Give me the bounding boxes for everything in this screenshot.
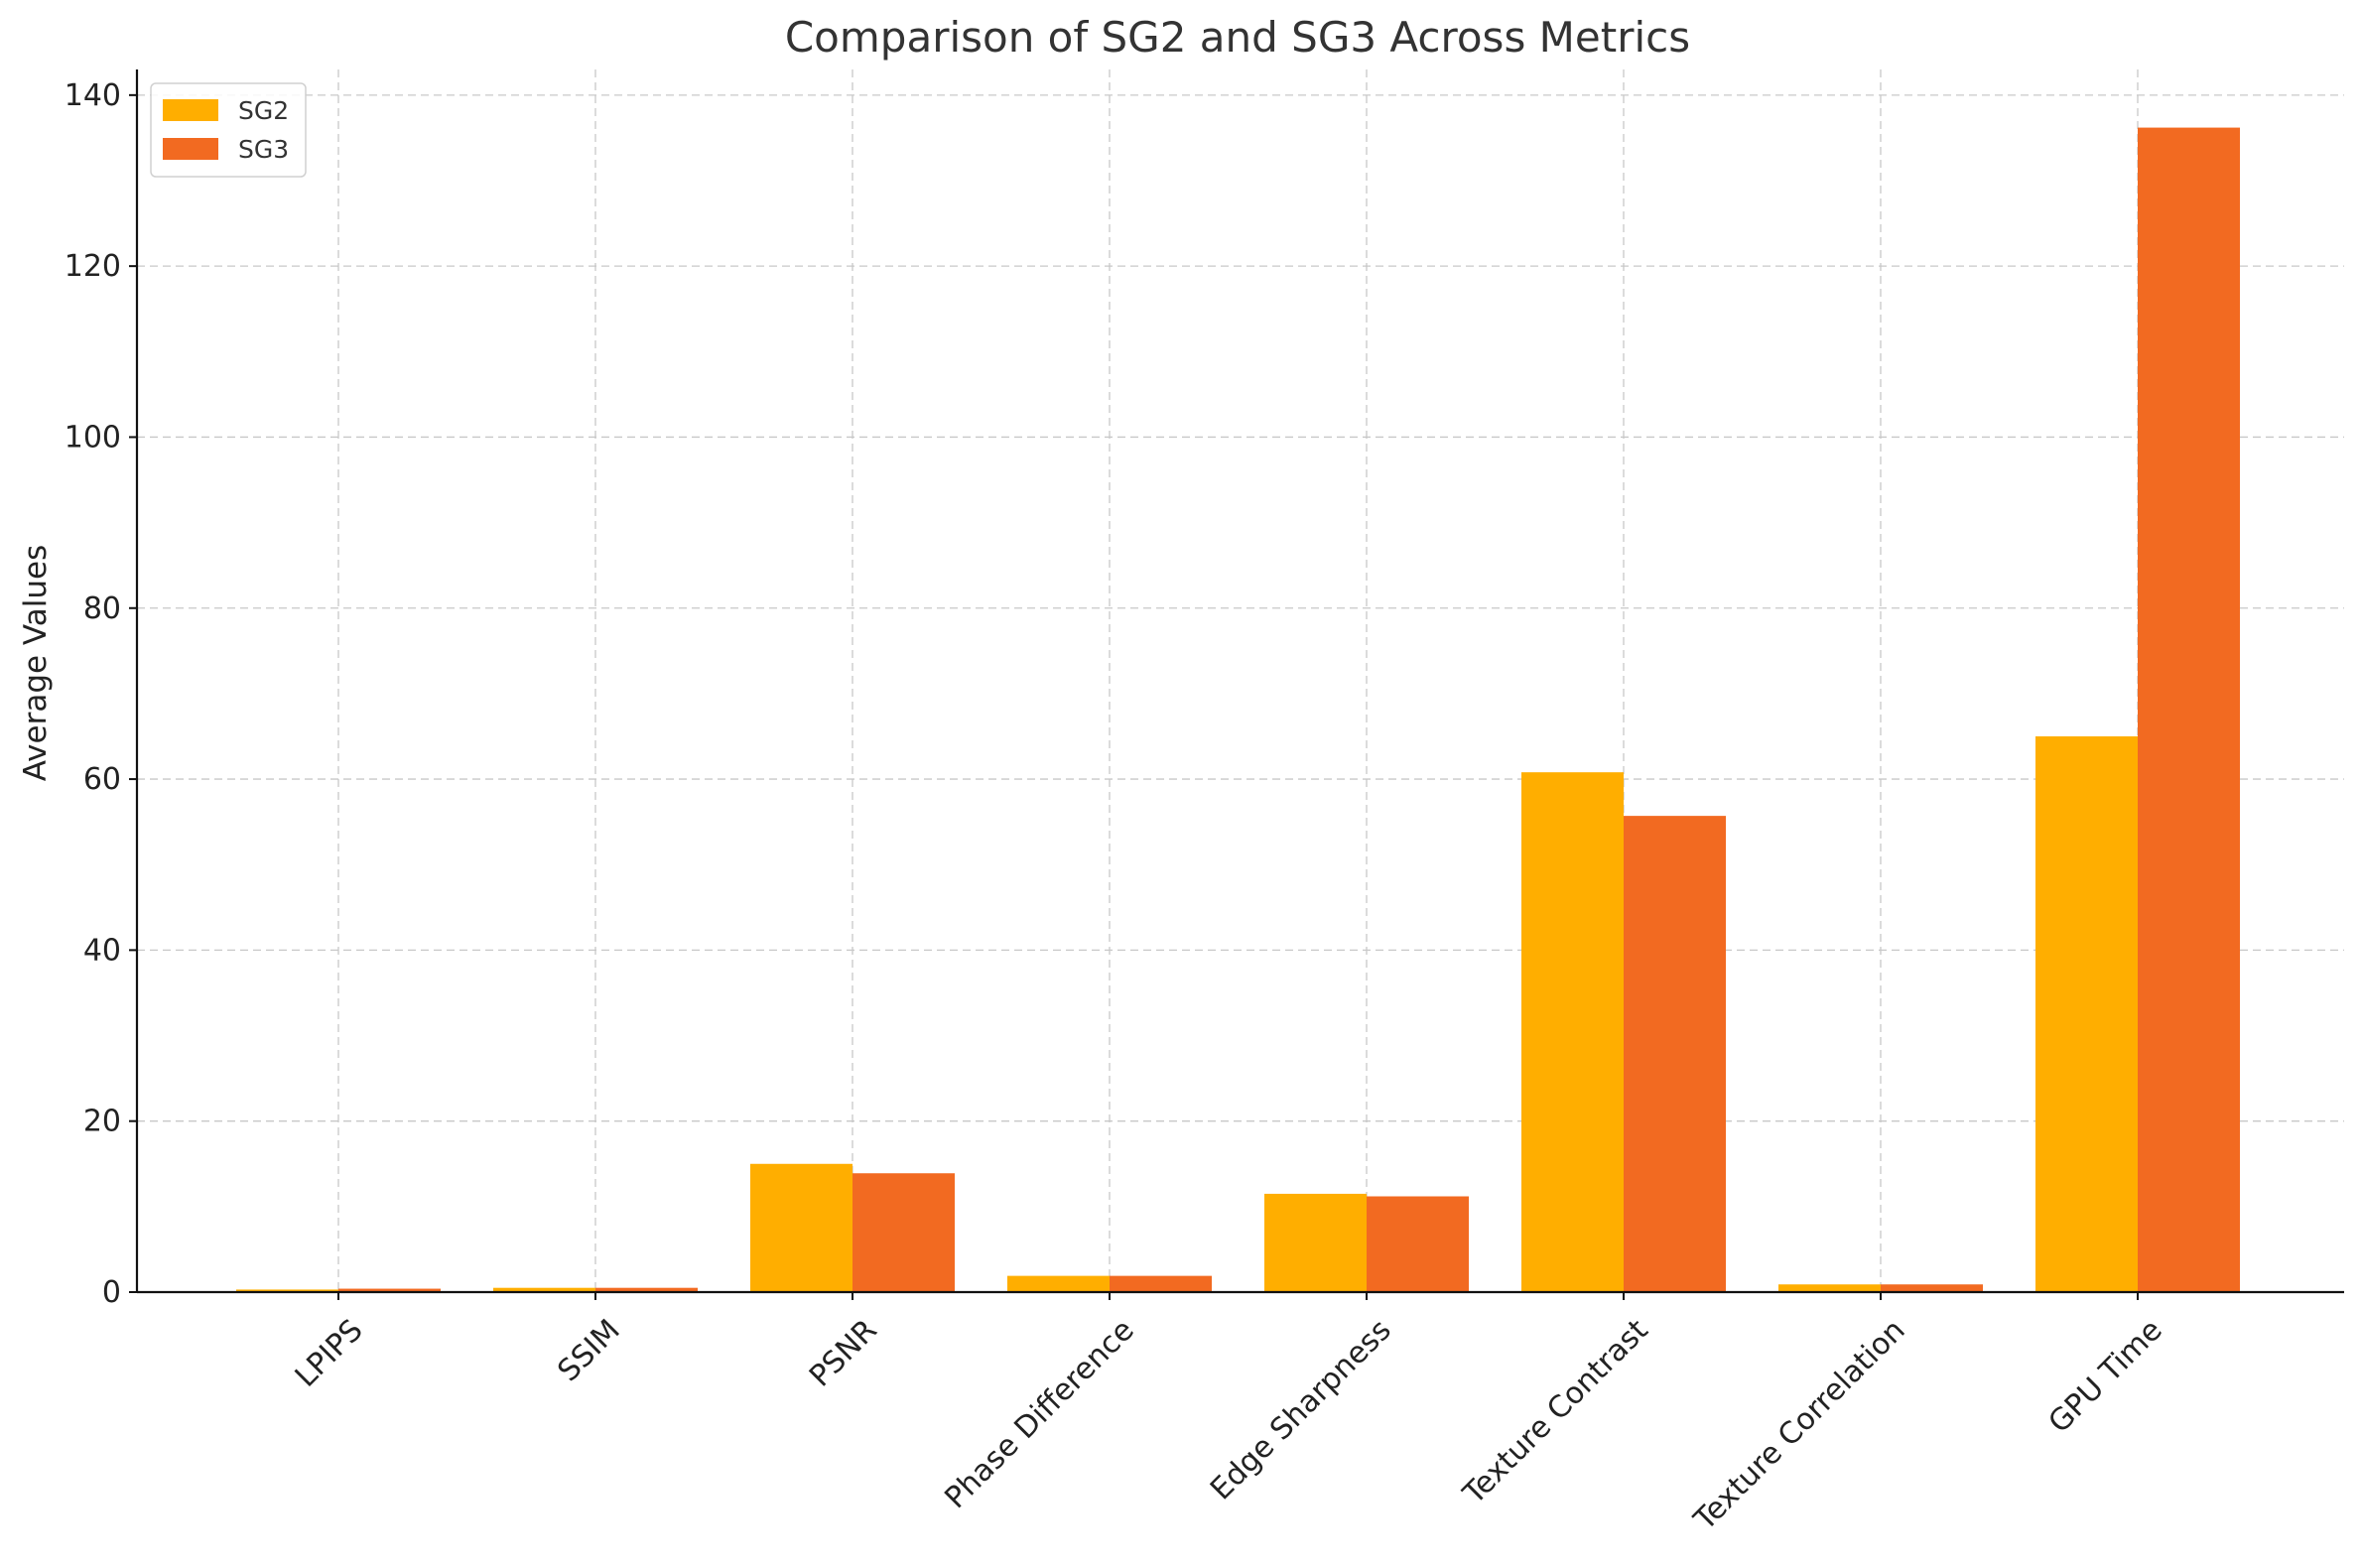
legend-swatch-sg2 — [163, 99, 218, 121]
y-tick-label: 0 — [102, 1275, 121, 1310]
bar-sg3 — [853, 1173, 955, 1292]
axes — [129, 69, 2344, 1300]
bar-sg2 — [1778, 1284, 1881, 1292]
bar-sg2 — [2035, 736, 2138, 1292]
legend-swatch-sg3 — [163, 138, 218, 160]
y-tick-labels: 0 20 40 60 80 100 120 140 — [65, 78, 121, 1310]
bar-sg2 — [750, 1163, 853, 1292]
bar-sg2 — [1264, 1193, 1367, 1292]
bar-sg3 — [1110, 1275, 1212, 1292]
bar-sg2 — [1521, 772, 1624, 1292]
x-tick-label: GPU Time — [2041, 1313, 2168, 1440]
legend-label-sg2: SG2 — [238, 96, 289, 125]
grid-lines — [137, 69, 2344, 1293]
x-tick-label: Texture Correlation — [1687, 1313, 1912, 1538]
y-axis-label: Average Values — [18, 545, 54, 781]
bar-sg2 — [493, 1287, 595, 1292]
y-tick-label: 40 — [83, 933, 121, 968]
x-tick-label: LPIPS — [289, 1313, 370, 1394]
bars — [236, 127, 2240, 1293]
x-tick-label: PSNR — [803, 1313, 884, 1394]
bar-sg3 — [1624, 816, 1726, 1292]
bar-sg2 — [236, 1289, 338, 1292]
x-tick-label: SSIM — [551, 1313, 626, 1388]
bar-sg3 — [2138, 127, 2240, 1293]
bar-sg3 — [1881, 1284, 1983, 1292]
bar-sg3 — [338, 1288, 441, 1292]
bar-sg2 — [1007, 1275, 1110, 1292]
y-tick-label: 80 — [83, 591, 121, 626]
x-tick-label: Phase Difference — [938, 1313, 1140, 1515]
x-tick-label: Texture Contrast — [1456, 1313, 1655, 1512]
y-tick-label: 20 — [83, 1105, 121, 1139]
y-tick-label: 100 — [65, 420, 121, 455]
y-tick-label: 120 — [65, 249, 121, 284]
y-tick-label: 60 — [83, 762, 121, 797]
x-tick-label: Edge Sharpness — [1204, 1313, 1398, 1507]
y-tick-label: 140 — [65, 78, 121, 113]
bar-sg3 — [1367, 1196, 1469, 1292]
bar-sg3 — [595, 1287, 698, 1292]
x-tick-labels: LPIPS SSIM PSNR Phase Difference Edge Sharpn… — [289, 1313, 2169, 1538]
legend-label-sg3: SG3 — [238, 135, 289, 164]
chart-title: Comparison of SG2 and SG3 Across Metrics — [785, 13, 1690, 62]
